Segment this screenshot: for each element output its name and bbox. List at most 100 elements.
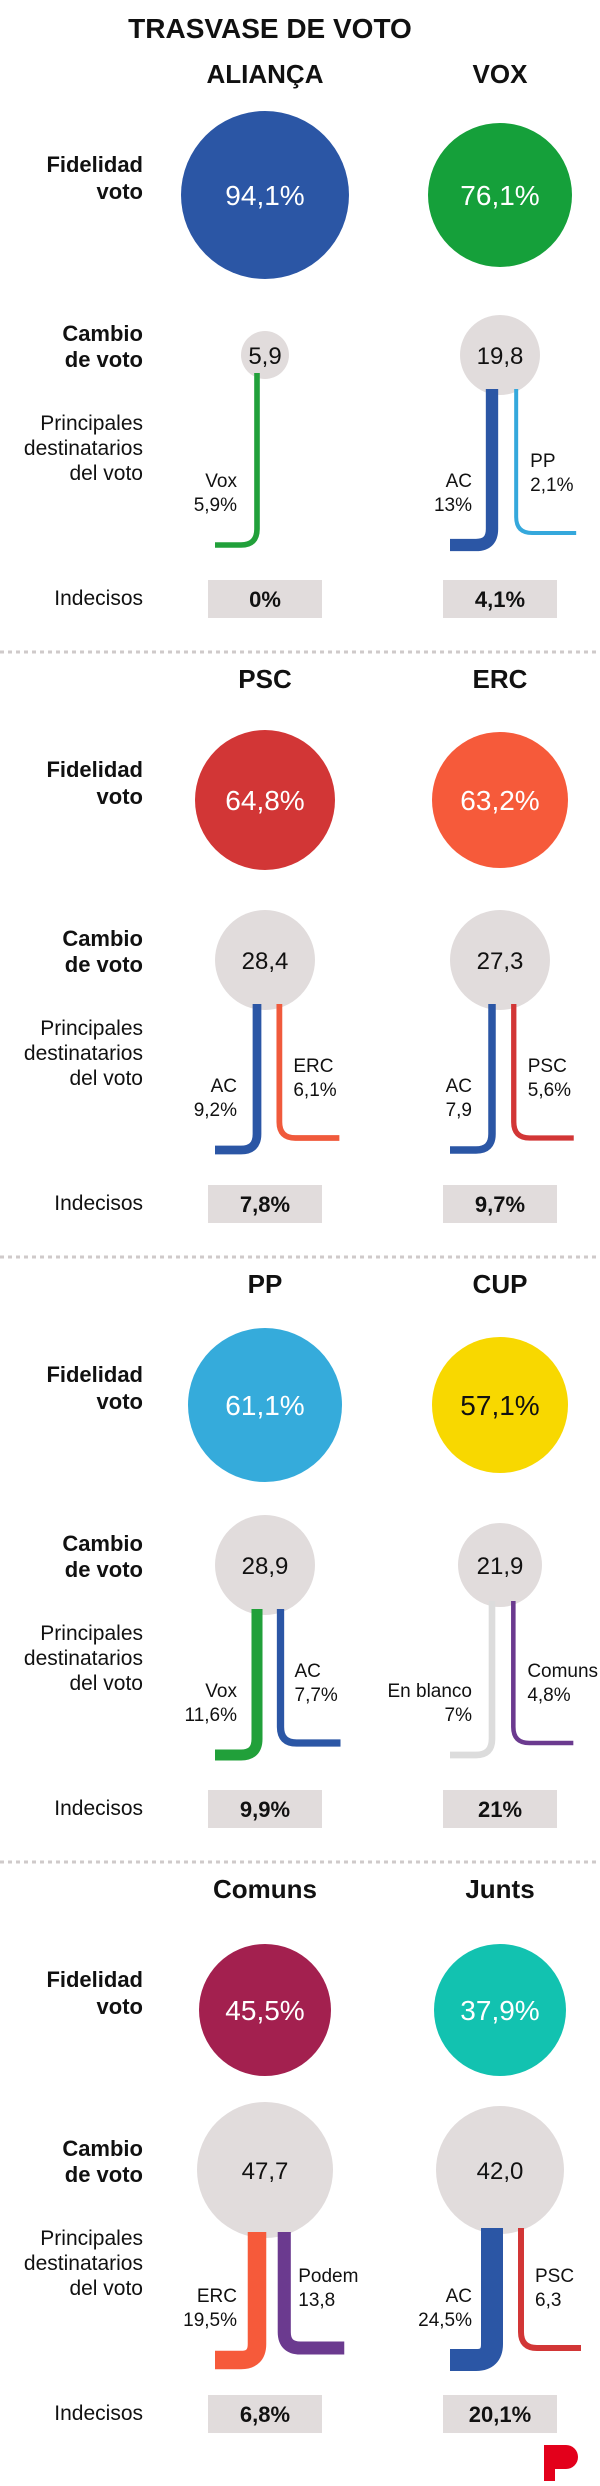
change-value: 28,4: [242, 948, 289, 975]
destination-value: 7,9: [446, 1100, 472, 1121]
destinatarios-label: Principales: [40, 1017, 143, 1040]
party-column: PP 61,1% Vox 11,6% AC 7,7% 28,9 9,9%: [185, 1269, 342, 1828]
change-value: 47,7: [242, 2158, 289, 2185]
destination-label: AC: [446, 2286, 472, 2307]
change-circle: [436, 2106, 564, 2234]
destinatarios-label: Principales: [40, 412, 143, 435]
destination-value: 7,7%: [295, 1685, 338, 1706]
flow-band: [215, 373, 260, 548]
cambio-label: de voto: [65, 952, 143, 977]
flow-band: [276, 1004, 340, 1141]
fidelidad-label: voto: [97, 179, 143, 204]
indecisos-box: [443, 2395, 557, 2433]
destination-label: Podem: [298, 2266, 358, 2287]
flow-band: [450, 1601, 496, 1759]
chart-title: TRASVASE DE VOTO: [128, 13, 412, 44]
indecisos-box: [443, 580, 557, 618]
indecisos-box: [208, 1790, 322, 1828]
change-value: 5,9: [248, 343, 281, 370]
destination-value: 19,5%: [183, 2310, 237, 2331]
destination-label: AC: [446, 471, 472, 492]
fidelidad-label: Fidelidad: [46, 757, 143, 782]
fidelity-value: 94,1%: [225, 180, 304, 211]
indecisos-box: [208, 580, 322, 618]
indecisos-label: Indecisos: [54, 2402, 143, 2425]
destinatarios-label: del voto: [69, 1672, 143, 1695]
fidelidad-label: voto: [97, 1389, 143, 1414]
party-column: PSC 64,8% AC 9,2% ERC 6,1% 28,4 7,8%: [194, 664, 340, 1223]
fidelidad-label: Fidelidad: [46, 1967, 143, 1992]
flow-band: [215, 1004, 262, 1155]
party-column: ALIANÇA 94,1% Vox 5,9% 5,9 0%: [181, 59, 349, 618]
cambio-label: Cambio: [62, 1531, 143, 1556]
flow-band: [511, 1601, 574, 1746]
change-circle: [241, 331, 289, 379]
destination-label: ERC: [197, 2286, 237, 2307]
destination-value: 11,6%: [185, 1705, 238, 1726]
party-name: PSC: [238, 664, 292, 694]
destination-label: En blanco: [387, 1681, 472, 1702]
party-name: VOX: [473, 59, 529, 89]
flow-band: [450, 2228, 503, 2371]
cambio-label: de voto: [65, 2162, 143, 2187]
cambio-label: Cambio: [62, 321, 143, 346]
fidelity-value: 61,1%: [225, 1390, 304, 1421]
cambio-label: Cambio: [62, 2136, 143, 2161]
fidelity-circle: [434, 1944, 566, 2076]
destination-label: PSC: [528, 1056, 567, 1077]
destinatarios-label: destinatarios: [24, 2252, 143, 2275]
flow-band: [215, 2232, 267, 2370]
cambio-label: de voto: [65, 1557, 143, 1582]
indecisos-box: [443, 1185, 557, 1223]
destination-label: Vox: [205, 471, 237, 492]
flow-band: [277, 2232, 345, 2355]
cambio-label: de voto: [65, 347, 143, 372]
fidelity-value: 37,9%: [460, 1995, 539, 2026]
fidelity-value: 57,1%: [460, 1390, 539, 1421]
destinatarios-label: destinatarios: [24, 437, 143, 460]
fidelidad-label: Fidelidad: [46, 1362, 143, 1387]
indecisos-value: 7,8%: [240, 1192, 290, 1217]
flow-band: [450, 389, 499, 552]
fidelity-value: 64,8%: [225, 785, 304, 816]
destination-value: 13%: [434, 495, 472, 516]
indecisos-value: 20,1%: [469, 2402, 531, 2427]
party-column: Comuns 45,5% ERC 19,5% Podem 13,8 47,7 6,8%: [183, 1874, 358, 2433]
change-value: 21,9: [477, 1553, 524, 1580]
destination-value: 7%: [445, 1705, 473, 1726]
destination-label: PSC: [535, 2266, 574, 2287]
destinatarios-label: destinatarios: [24, 1647, 143, 1670]
cambio-label: Cambio: [62, 926, 143, 951]
indecisos-box: [208, 1185, 322, 1223]
change-circle: [215, 910, 315, 1010]
party-column: VOX 76,1% AC 13% PP 2,1% 19,8 4,1%: [428, 59, 577, 618]
change-circle: [458, 1523, 542, 1607]
change-value: 28,9: [242, 1553, 289, 1580]
fidelity-circle: [188, 1328, 342, 1482]
destination-value: 6,1%: [293, 1080, 336, 1101]
destinatarios-label: Principales: [40, 2227, 143, 2250]
change-value: 27,3: [477, 948, 524, 975]
fidelity-value: 76,1%: [460, 180, 539, 211]
destinatarios-label: Principales: [40, 1622, 143, 1645]
flow-band: [514, 389, 577, 535]
fidelidad-label: voto: [97, 784, 143, 809]
fidelity-value: 45,5%: [225, 1995, 304, 2026]
party-column: CUP 57,1% En blanco 7% Comuns 4,8% 21,9 21%: [387, 1269, 598, 1828]
flow-band: [518, 2228, 581, 2351]
party-name: ALIANÇA: [207, 59, 324, 89]
change-circle: [197, 2102, 333, 2238]
indecisos-value: 6,8%: [240, 2402, 290, 2427]
destination-value: 4,8%: [527, 1685, 570, 1706]
destination-value: 5,6%: [528, 1080, 571, 1101]
indecisos-box: [443, 1790, 557, 1828]
party-name: CUP: [473, 1269, 528, 1299]
destination-label: ERC: [293, 1056, 333, 1077]
destinatarios-label: destinatarios: [24, 1042, 143, 1065]
destination-value: 5,9%: [194, 495, 237, 516]
indecisos-value: 4,1%: [475, 587, 525, 612]
destinatarios-label: del voto: [69, 1067, 143, 1090]
destination-label: AC: [446, 1076, 472, 1097]
